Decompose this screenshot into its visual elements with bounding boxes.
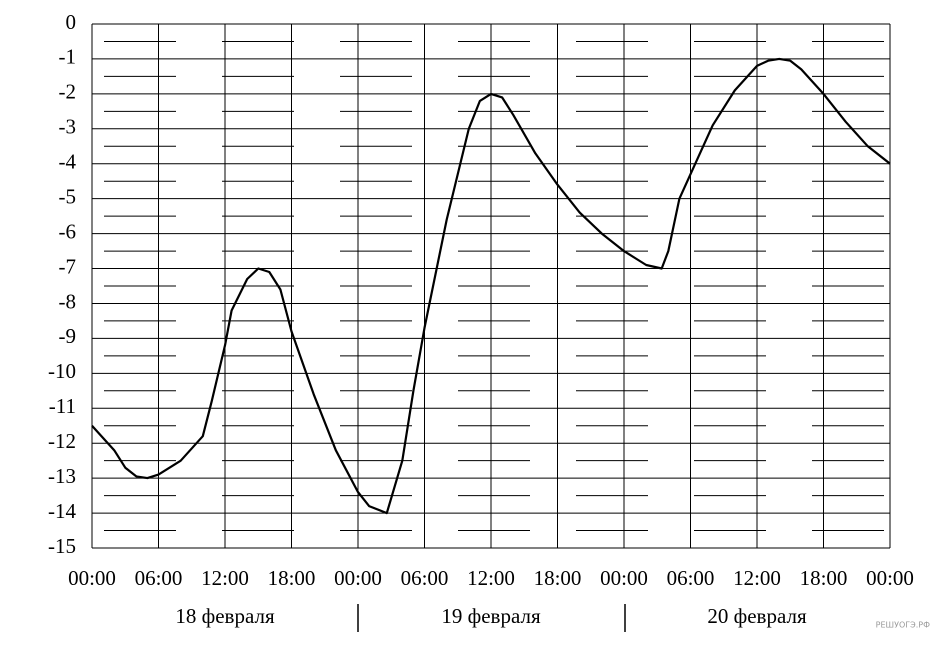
x-tick-label: 00:00	[334, 566, 382, 590]
y-tick-label: -7	[59, 254, 77, 278]
y-tick-label: 0	[66, 10, 77, 34]
y-tick-label: -12	[48, 429, 76, 453]
y-tick-label: -3	[59, 115, 77, 139]
x-tick-label: 18:00	[800, 566, 848, 590]
y-tick-label: -11	[49, 394, 76, 418]
temperature-line	[91, 57, 891, 515]
x-tick-label: 12:00	[201, 566, 249, 590]
watermark: РЕШУОГЭ.РФ	[876, 621, 930, 630]
y-tick-label: -9	[59, 324, 77, 348]
x-tick-label: 12:00	[467, 566, 515, 590]
x-tick-label: 00:00	[866, 566, 914, 590]
day-label: 20 февраля	[707, 604, 807, 628]
x-tick-label: 18:00	[534, 566, 582, 590]
x-tick-label: 06:00	[135, 566, 183, 590]
y-tick-label: -4	[59, 150, 77, 174]
y-tick-label: -14	[48, 499, 76, 523]
day-label: 19 февраля	[441, 604, 541, 628]
day-label: 18 февраля	[175, 604, 275, 628]
y-tick-label: -10	[48, 359, 76, 383]
y-tick-label: -6	[59, 219, 77, 243]
x-tick-label: 12:00	[733, 566, 781, 590]
x-tick-label: 00:00	[68, 566, 116, 590]
x-tick-label: 00:00	[600, 566, 648, 590]
y-tick-label: -8	[59, 289, 77, 313]
y-tick-label: -2	[59, 80, 77, 104]
y-tick-label: -13	[48, 464, 76, 488]
x-tick-label: 06:00	[401, 566, 449, 590]
x-tick-label: 06:00	[667, 566, 715, 590]
x-tick-label: 18:00	[268, 566, 316, 590]
y-tick-label: -15	[48, 534, 76, 558]
y-tick-label: -5	[59, 184, 77, 208]
y-tick-label: -1	[59, 45, 77, 69]
